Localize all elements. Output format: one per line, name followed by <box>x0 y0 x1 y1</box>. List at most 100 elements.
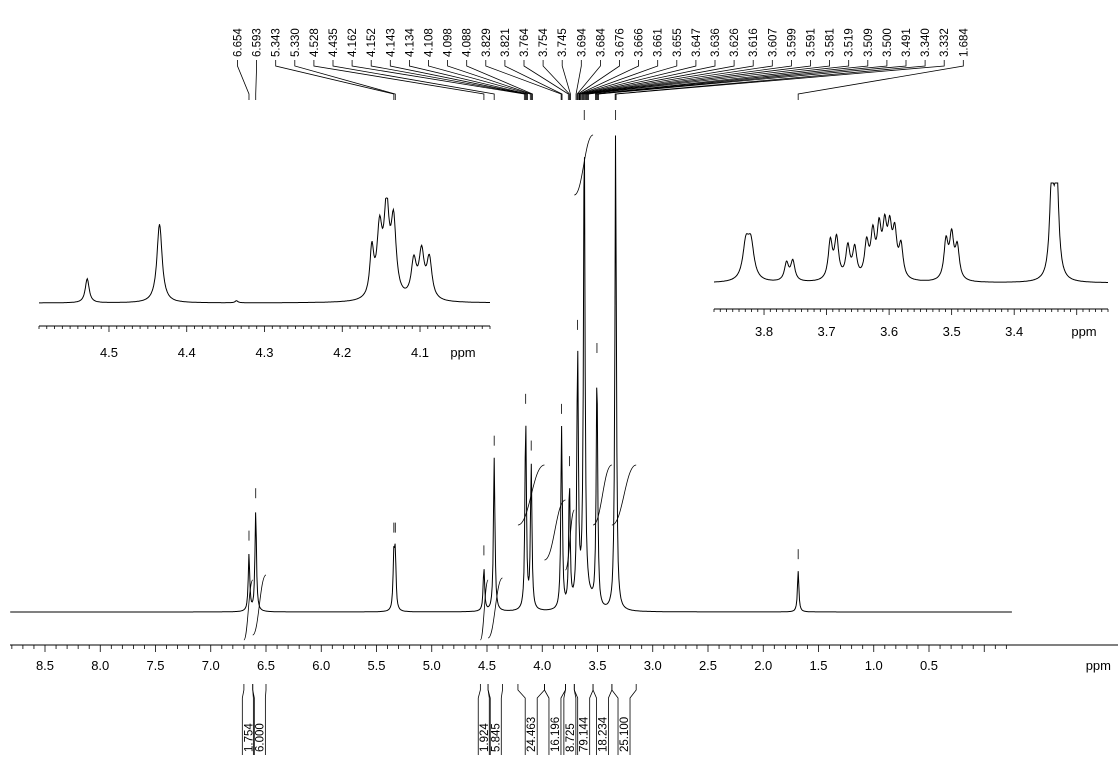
peak-label: 4.143 <box>385 28 397 57</box>
peak-label-leader <box>615 60 945 100</box>
peak-label: 3.607 <box>767 28 779 57</box>
peak-label-leader <box>614 60 926 100</box>
peak-label-leader <box>587 60 811 100</box>
integral-curve <box>565 509 575 571</box>
peak-label: 3.581 <box>825 28 837 57</box>
peak-label-leader <box>595 60 850 100</box>
peak-label: 3.626 <box>729 28 741 57</box>
peak-label-leader <box>597 60 888 100</box>
x-tick-label: 1.5 <box>809 658 827 673</box>
peak-label-leader <box>580 60 697 100</box>
peak-label-leader <box>585 60 773 100</box>
peak-label: 4.108 <box>424 28 436 57</box>
peak-label-leader <box>588 60 830 100</box>
peak-label: 3.509 <box>863 28 875 57</box>
integral-bracket <box>264 684 267 755</box>
integral-value-label: 18.234 <box>597 716 609 752</box>
peak-label: 3.647 <box>691 28 703 57</box>
integral-value-label: 5.845 <box>490 723 502 752</box>
inset-left-tick-label: 4.2 <box>333 345 351 360</box>
integral-bracket <box>544 684 550 755</box>
integral-value-label: 8.725 <box>565 723 577 752</box>
integral-curve <box>487 577 503 639</box>
peak-label: 3.694 <box>576 28 588 57</box>
peak-label-leader <box>582 60 716 100</box>
x-tick-label: 4.5 <box>478 658 496 673</box>
peak-label-leader <box>596 60 869 100</box>
inset-right-tick-label: 3.5 <box>943 324 961 339</box>
integral-bracket <box>629 684 637 755</box>
integral-bracket <box>500 684 503 755</box>
peak-label: 3.519 <box>844 28 856 57</box>
peak-label-leader <box>504 60 563 100</box>
peak-label-leader <box>576 60 601 100</box>
integral-bracket <box>611 684 619 755</box>
integral-bracket <box>477 684 481 755</box>
peak-label: 3.684 <box>595 28 607 57</box>
x-tick-label: 8.0 <box>91 658 109 673</box>
peak-label: 4.134 <box>404 28 416 57</box>
peak-label: 3.616 <box>748 28 760 57</box>
x-tick-label: 1.0 <box>865 658 883 673</box>
inset-right: 3.8 3.7 3.6 3.5 3.4 ppm <box>713 182 1109 339</box>
integral-curve <box>611 464 637 526</box>
peak-label-group: 6.654 6.593 5.343 5.330 4.528 4.435 4.162 4.152… <box>233 28 970 100</box>
integral-bracket <box>241 684 245 755</box>
inset-right-tick-label: 3.4 <box>1005 324 1023 339</box>
main-spectrum: 8.5 8.0 7.5 7.0 6.5 6.0 5.5 5.0 4.5 4.0 3.5 3.0 2.5 2… <box>10 110 1118 673</box>
x-tick-label: 6.0 <box>312 658 330 673</box>
peak-label: 3.599 <box>786 28 798 57</box>
integral-value-label: 1.924 <box>479 723 491 752</box>
peak-label-leader <box>485 60 562 100</box>
peak-label-leader <box>255 60 257 100</box>
peak-label: 3.661 <box>653 28 665 57</box>
inset-right-tick-label: 3.8 <box>755 324 773 339</box>
peak-label: 4.088 <box>462 28 474 57</box>
peak-label: 3.829 <box>481 28 493 57</box>
peak-label: 3.636 <box>710 28 722 57</box>
x-tick-label: 6.5 <box>257 658 275 673</box>
peak-label-leader <box>389 60 527 100</box>
x-tick-label: 5.5 <box>367 658 385 673</box>
x-tick-label: 2.5 <box>699 658 717 673</box>
x-tick-label: 5.0 <box>423 658 441 673</box>
peak-label: 5.343 <box>271 28 283 57</box>
peak-label-leader <box>370 60 526 100</box>
inset-left-tick-label: 4.3 <box>255 345 273 360</box>
x-tick-label: 2.0 <box>754 658 772 673</box>
peak-label-leader <box>313 60 485 100</box>
peak-label-leader <box>586 60 792 100</box>
peak-label: 3.754 <box>538 28 550 57</box>
peak-label-leader <box>409 60 528 100</box>
peak-label-leader <box>598 60 907 100</box>
peak-label-leader <box>583 60 735 100</box>
inset-right-curve <box>714 182 1108 283</box>
peak-label: 4.435 <box>328 28 340 57</box>
peak-label: 3.666 <box>634 28 646 57</box>
peak-label: 1.684 <box>958 28 970 57</box>
peak-label-leader <box>579 60 659 100</box>
integral-value-label: 79.144 <box>579 716 591 752</box>
peak-label: 4.152 <box>366 28 378 57</box>
peak-label: 4.528 <box>309 28 321 57</box>
peak-label: 6.593 <box>252 28 264 57</box>
peak-label: 3.340 <box>920 28 932 57</box>
integral-curve <box>252 574 267 636</box>
inset-right-tick-label: 3.7 <box>818 324 836 339</box>
inset-left: 4.5 4.4 4.3 4.2 4.1 ppm <box>38 197 491 360</box>
integral-bracket <box>573 684 579 755</box>
peak-label-leader <box>447 60 532 100</box>
integral-value-label: 24.463 <box>526 717 538 752</box>
inset-left-tick-label: 4.1 <box>411 345 429 360</box>
integral-bracket <box>252 684 254 755</box>
peak-label-leader <box>561 60 571 100</box>
inset-left-unit-label: ppm <box>450 345 475 360</box>
inset-right-tick-label: 3.6 <box>880 324 898 339</box>
integral-bracket <box>487 684 490 755</box>
integral-label-group: 1.754 6.000 1.924 5.845 24.463 16.196 8.725 79.… <box>241 684 637 755</box>
x-axis-unit-label: ppm <box>1086 658 1111 673</box>
inset-left-curve <box>39 197 490 304</box>
integral-curve <box>592 464 613 526</box>
